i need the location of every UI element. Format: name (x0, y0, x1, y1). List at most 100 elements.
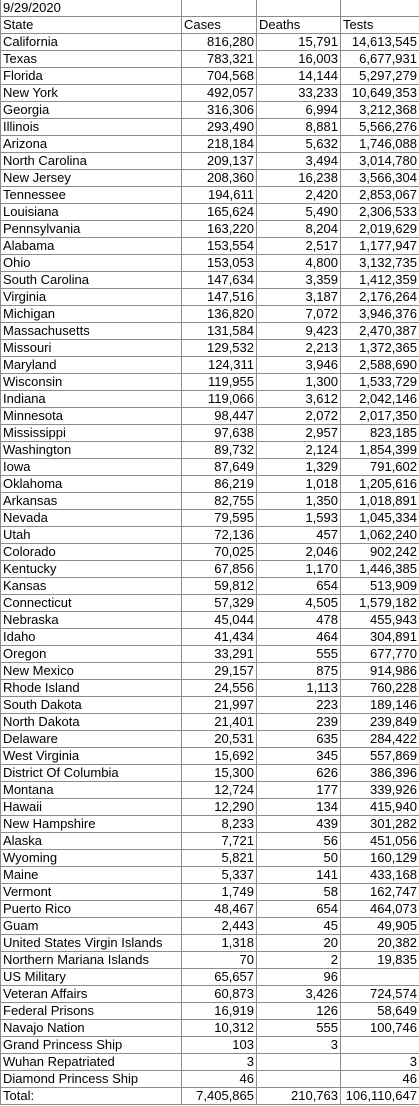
cases-cell[interactable]: 21,401 (181, 713, 257, 731)
tests-cell[interactable]: 239,849 (340, 713, 419, 731)
cases-cell[interactable]: 70 (181, 951, 257, 969)
deaths-cell[interactable]: 58 (256, 883, 341, 901)
cases-cell[interactable]: 87,649 (181, 458, 257, 476)
tests-cell[interactable]: 1,018,891 (340, 492, 419, 510)
tests-cell[interactable]: 464,073 (340, 900, 419, 918)
state-cell[interactable]: Guam (0, 917, 182, 935)
cases-cell[interactable]: 8,233 (181, 815, 257, 833)
cases-cell[interactable]: 16,919 (181, 1002, 257, 1020)
tests-cell[interactable]: 1,062,240 (340, 526, 419, 544)
cases-cell[interactable]: 103 (181, 1036, 257, 1054)
state-cell[interactable]: Nebraska (0, 611, 182, 629)
cases-cell[interactable]: 41,434 (181, 628, 257, 646)
deaths-cell[interactable]: 141 (256, 866, 341, 884)
state-cell[interactable]: Tennessee (0, 186, 182, 204)
tests-cell[interactable]: 2,017,350 (340, 407, 419, 425)
tests-cell[interactable]: 1,854,399 (340, 441, 419, 459)
tests-cell[interactable]: 3,132,735 (340, 254, 419, 272)
state-cell[interactable]: Iowa (0, 458, 182, 476)
deaths-cell[interactable]: 654 (256, 900, 341, 918)
cases-cell[interactable]: 209,137 (181, 152, 257, 170)
tests-cell[interactable] (340, 968, 419, 986)
cases-cell[interactable]: 10,312 (181, 1019, 257, 1037)
tests-cell[interactable]: 162,747 (340, 883, 419, 901)
state-cell[interactable]: Idaho (0, 628, 182, 646)
state-cell[interactable]: Rhode Island (0, 679, 182, 697)
deaths-cell[interactable]: 210,763 (256, 1087, 341, 1105)
cases-cell[interactable]: 48,467 (181, 900, 257, 918)
deaths-cell[interactable]: 9,423 (256, 322, 341, 340)
cases-cell[interactable]: 86,219 (181, 475, 257, 493)
state-cell[interactable]: Alaska (0, 832, 182, 850)
deaths-cell[interactable]: 2,124 (256, 441, 341, 459)
deaths-cell[interactable]: 8,881 (256, 118, 341, 136)
cases-cell[interactable]: 1,749 (181, 883, 257, 901)
deaths-cell[interactable]: 1,350 (256, 492, 341, 510)
deaths-cell[interactable]: 439 (256, 815, 341, 833)
deaths-cell[interactable]: 4,505 (256, 594, 341, 612)
state-cell[interactable]: New York (0, 84, 182, 102)
state-cell[interactable]: West Virginia (0, 747, 182, 765)
deaths-cell[interactable]: 3,494 (256, 152, 341, 170)
cases-cell[interactable]: 59,812 (181, 577, 257, 595)
header-deaths[interactable]: Deaths (256, 16, 341, 34)
state-cell[interactable]: Alabama (0, 237, 182, 255)
tests-cell[interactable]: 189,146 (340, 696, 419, 714)
state-cell[interactable]: Delaware (0, 730, 182, 748)
state-cell[interactable]: Kansas (0, 577, 182, 595)
deaths-cell[interactable]: 16,238 (256, 169, 341, 187)
tests-cell[interactable]: 677,770 (340, 645, 419, 663)
deaths-cell[interactable]: 3,426 (256, 985, 341, 1003)
tests-cell[interactable]: 20,382 (340, 934, 419, 952)
cases-cell[interactable]: 1,318 (181, 934, 257, 952)
deaths-cell[interactable]: 14,144 (256, 67, 341, 85)
tests-cell[interactable]: 339,926 (340, 781, 419, 799)
cases-cell[interactable]: 165,624 (181, 203, 257, 221)
cases-cell[interactable]: 119,066 (181, 390, 257, 408)
deaths-cell[interactable]: 3,612 (256, 390, 341, 408)
tests-cell[interactable]: 724,574 (340, 985, 419, 1003)
cases-cell[interactable]: 7,405,865 (181, 1087, 257, 1105)
state-cell[interactable]: Total: (0, 1087, 182, 1105)
tests-cell[interactable]: 415,940 (340, 798, 419, 816)
tests-cell[interactable]: 6,677,931 (340, 50, 419, 68)
deaths-cell[interactable]: 635 (256, 730, 341, 748)
deaths-cell[interactable]: 478 (256, 611, 341, 629)
deaths-cell[interactable]: 1,329 (256, 458, 341, 476)
deaths-cell[interactable]: 177 (256, 781, 341, 799)
cases-cell[interactable]: 316,306 (181, 101, 257, 119)
deaths-cell[interactable]: 1,593 (256, 509, 341, 527)
tests-cell[interactable]: 14,613,545 (340, 33, 419, 51)
tests-cell[interactable]: 46 (340, 1070, 419, 1088)
cases-cell[interactable]: 136,820 (181, 305, 257, 323)
state-cell[interactable]: New Mexico (0, 662, 182, 680)
deaths-cell[interactable]: 555 (256, 645, 341, 663)
deaths-cell[interactable]: 3 (256, 1036, 341, 1054)
cases-cell[interactable]: 15,692 (181, 747, 257, 765)
tests-cell[interactable] (340, 1036, 419, 1054)
tests-cell[interactable]: 3,014,780 (340, 152, 419, 170)
tests-cell[interactable]: 1,533,729 (340, 373, 419, 391)
cases-cell[interactable]: 783,321 (181, 50, 257, 68)
state-cell[interactable]: New Hampshire (0, 815, 182, 833)
tests-cell[interactable]: 451,056 (340, 832, 419, 850)
deaths-cell[interactable]: 2 (256, 951, 341, 969)
cases-cell[interactable]: 153,554 (181, 237, 257, 255)
state-cell[interactable]: Missouri (0, 339, 182, 357)
tests-cell[interactable]: 914,986 (340, 662, 419, 680)
deaths-cell[interactable]: 239 (256, 713, 341, 731)
tests-cell[interactable]: 2,306,533 (340, 203, 419, 221)
tests-cell[interactable]: 19,835 (340, 951, 419, 969)
tests-cell[interactable]: 1,177,947 (340, 237, 419, 255)
cases-cell[interactable]: 57,329 (181, 594, 257, 612)
cases-cell[interactable]: 70,025 (181, 543, 257, 561)
tests-cell[interactable]: 100,746 (340, 1019, 419, 1037)
deaths-cell[interactable]: 1,113 (256, 679, 341, 697)
deaths-cell[interactable]: 4,800 (256, 254, 341, 272)
state-cell[interactable]: New Jersey (0, 169, 182, 187)
deaths-cell[interactable]: 3,359 (256, 271, 341, 289)
deaths-cell[interactable] (256, 1053, 341, 1071)
cases-cell[interactable]: 218,184 (181, 135, 257, 153)
state-cell[interactable]: Utah (0, 526, 182, 544)
tests-cell[interactable]: 513,909 (340, 577, 419, 595)
